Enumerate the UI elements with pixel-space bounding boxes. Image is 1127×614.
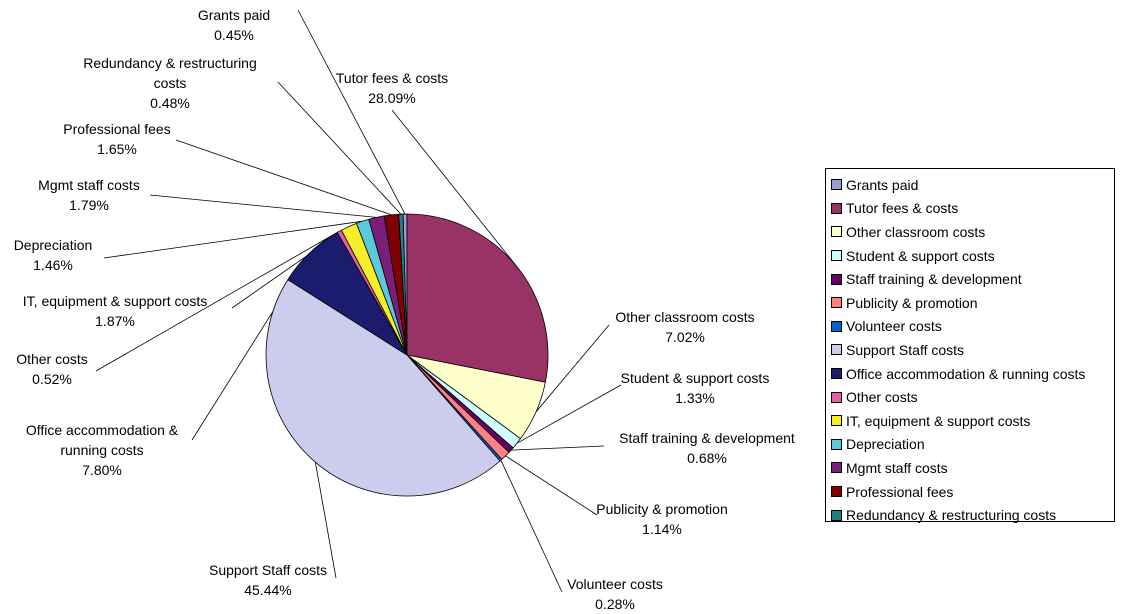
callout-name-redundancy-and-restructuring-costs: Redundancy & restructuring bbox=[83, 55, 257, 71]
legend-label: Support Staff costs bbox=[846, 341, 965, 358]
legend-swatch bbox=[831, 344, 842, 356]
callout-name-volunteer-costs: Volunteer costs bbox=[567, 576, 663, 592]
callout-line-volunteer-costs bbox=[500, 460, 563, 593]
callout-value-volunteer-costs: 0.28% bbox=[595, 596, 635, 612]
legend-label: Redundancy & restructuring costs bbox=[846, 507, 1057, 524]
callout-name-support-staff-costs: Support Staff costs bbox=[209, 562, 327, 578]
legend-swatch bbox=[831, 202, 842, 214]
callout-line-tutor-fees-and-costs bbox=[391, 109, 517, 266]
legend-label: Staff training & development bbox=[846, 271, 1022, 288]
callout-line-depreciation bbox=[103, 220, 363, 259]
legend-item-student-and-support-costs: Student & support costs bbox=[831, 244, 1114, 268]
pie-slices bbox=[265, 213, 549, 497]
legend-item-volunteer-costs: Volunteer costs bbox=[831, 315, 1114, 339]
legend-item-staff-training-and-development: Staff training & development bbox=[831, 267, 1114, 291]
callout-value-student-and-support-costs: 1.33% bbox=[675, 390, 715, 406]
legend-swatch bbox=[831, 250, 842, 262]
callout-name-it-equipment-and-support-costs: IT, equipment & support costs bbox=[23, 293, 207, 309]
legend-label: Office accommodation & running costs bbox=[846, 365, 1086, 382]
callout-value-it-equipment-and-support-costs: 1.87% bbox=[95, 313, 135, 329]
legend-swatch bbox=[831, 438, 842, 450]
legend-swatch bbox=[831, 297, 842, 309]
legend-label: Mgmt staff costs bbox=[846, 459, 948, 476]
legend-swatch bbox=[831, 179, 842, 191]
legend-item-publicity-and-promotion: Publicity & promotion bbox=[831, 291, 1114, 315]
callout-line-support-staff-costs bbox=[314, 462, 337, 579]
legend-item-redundancy-and-restructuring-costs: Redundancy & restructuring costs bbox=[831, 503, 1114, 527]
legend-swatch bbox=[831, 320, 842, 332]
callout-name-mgmt-staff-costs: Mgmt staff costs bbox=[38, 177, 140, 193]
legend-label: Grants paid bbox=[846, 176, 919, 193]
chart-legend: Grants paid Tutor fees & costs Other class… bbox=[825, 168, 1115, 523]
callout-value-support-staff-costs: 45.44% bbox=[244, 582, 291, 598]
legend-item-support-staff-costs: Support Staff costs bbox=[831, 338, 1114, 362]
callout-line-student-and-support-costs bbox=[516, 384, 622, 444]
legend-label: Tutor fees & costs bbox=[846, 200, 959, 217]
legend-item-office-accommodation-and-running-costs: Office accommodation & running costs bbox=[831, 362, 1114, 386]
callout-line-redundancy-and-restructuring-costs bbox=[277, 81, 402, 215]
legend-swatch bbox=[831, 273, 842, 285]
legend-item-tutor-fees-and-costs: Tutor fees & costs bbox=[831, 197, 1114, 221]
legend-swatch bbox=[831, 368, 842, 380]
callout-value-staff-training-and-development: 0.68% bbox=[687, 450, 727, 466]
pie-slice-redundancy-and-restructuring-costs bbox=[398, 213, 408, 356]
callout-value-other-costs: 0.52% bbox=[32, 371, 72, 387]
callout-value-office-accommodation-and-running-costs: 7.80% bbox=[82, 462, 122, 478]
legend-swatch bbox=[831, 226, 842, 238]
callout-name-tutor-fees-and-costs: Tutor fees & costs bbox=[336, 70, 448, 86]
callout-line-professional-fees bbox=[175, 139, 392, 216]
callout-name-staff-training-and-development: Staff training & development bbox=[619, 430, 795, 446]
legend-label: Publicity & promotion bbox=[846, 294, 978, 311]
legend-label: Other classroom costs bbox=[846, 223, 986, 240]
callout-line-mgmt-staff-costs bbox=[149, 194, 377, 218]
legend-label: Depreciation bbox=[846, 436, 925, 453]
callout-value-depreciation: 1.46% bbox=[33, 257, 73, 273]
callout-value-grants-paid: 0.45% bbox=[214, 27, 254, 43]
callout-value-tutor-fees-and-costs: 28.09% bbox=[368, 90, 415, 106]
legend-label: Professional fees bbox=[846, 483, 954, 500]
callout-name-office-accommodation-and-running-costs: Office accommodation & bbox=[26, 422, 179, 438]
callout-name-office-accommodation-and-running-costs: running costs bbox=[60, 442, 143, 458]
legend-item-depreciation: Depreciation bbox=[831, 433, 1114, 457]
callout-line-staff-training-and-development bbox=[511, 445, 605, 451]
callout-line-grants-paid bbox=[297, 9, 406, 215]
callout-name-student-and-support-costs: Student & support costs bbox=[621, 370, 770, 386]
legend-swatch bbox=[831, 391, 842, 403]
legend-label: Student & support costs bbox=[846, 247, 995, 264]
legend-label: Volunteer costs bbox=[846, 318, 942, 335]
pie-slice-support-staff-costs bbox=[265, 279, 501, 497]
legend-item-other-costs: Other costs bbox=[831, 385, 1114, 409]
callout-name-other-costs: Other costs bbox=[16, 351, 88, 367]
legend-swatch bbox=[831, 509, 842, 521]
legend-item-other-classroom-costs: Other classroom costs bbox=[831, 220, 1114, 244]
callout-value-publicity-and-promotion: 1.14% bbox=[642, 521, 682, 537]
callout-value-redundancy-and-restructuring-costs: 0.48% bbox=[150, 95, 190, 111]
legend-swatch bbox=[831, 415, 842, 427]
callout-labels: Grants paid 0.45% Tutor fees & costs 28.09%… bbox=[14, 7, 795, 612]
callout-name-other-classroom-costs: Other classroom costs bbox=[615, 309, 754, 325]
callout-name-depreciation: Depreciation bbox=[14, 237, 93, 253]
legend-swatch bbox=[831, 486, 842, 498]
callout-line-publicity-and-promotion bbox=[505, 455, 598, 516]
legend-label: IT, equipment & support costs bbox=[846, 412, 1031, 429]
callout-line-other-classroom-costs bbox=[535, 324, 610, 413]
callout-line-other-costs bbox=[95, 230, 340, 372]
callout-value-mgmt-staff-costs: 1.79% bbox=[69, 197, 109, 213]
legend-label: Other costs bbox=[846, 389, 918, 406]
callout-value-professional-fees: 1.65% bbox=[97, 141, 137, 157]
pie-slice-tutor-fees-and-costs bbox=[406, 213, 549, 383]
legend-item-it-equipment-and-support-costs: IT, equipment & support costs bbox=[831, 409, 1114, 433]
callout-name-grants-paid: Grants paid bbox=[198, 7, 270, 23]
callout-name-redundancy-and-restructuring-costs: costs bbox=[154, 75, 187, 91]
legend-swatch bbox=[831, 462, 842, 474]
callout-name-professional-fees: Professional fees bbox=[63, 121, 170, 137]
callout-value-other-classroom-costs: 7.02% bbox=[665, 329, 705, 345]
legend-item-mgmt-staff-costs: Mgmt staff costs bbox=[831, 456, 1114, 480]
legend-item-professional-fees: Professional fees bbox=[831, 480, 1114, 504]
legend-item-grants-paid: Grants paid bbox=[831, 173, 1114, 197]
callout-name-publicity-and-promotion: Publicity & promotion bbox=[596, 501, 728, 517]
